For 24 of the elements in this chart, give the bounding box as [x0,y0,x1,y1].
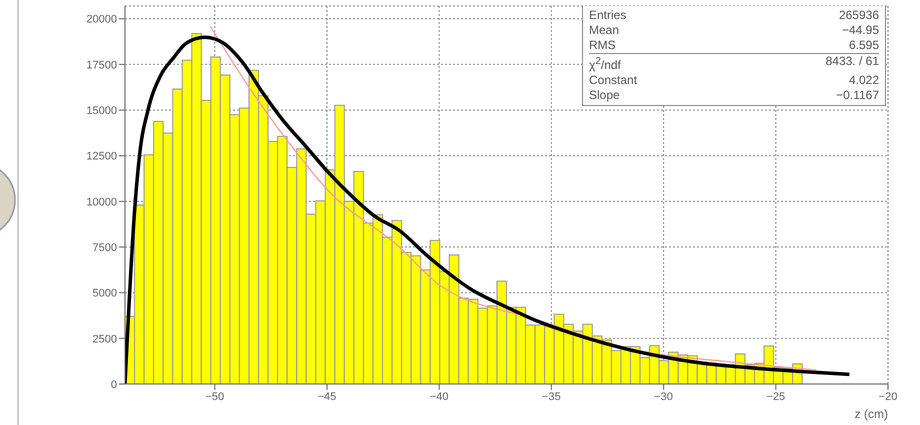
y-tick-label: 10000 [86,196,117,208]
text: Constant 4.022 [589,73,879,87]
text: RMS 6.595 [589,38,879,52]
y-tick-label: 20000 [86,14,117,26]
x-axis-title: z (cm) [854,407,888,421]
y-tick-label: 17500 [86,59,117,72]
x-tick-label: −35 [542,390,561,403]
y-tick-label: 12500 [86,150,117,163]
text: χ$^{2}$/ndf 8433. / 61 [589,54,879,72]
y-tick-label: 15000 [86,104,117,117]
x-tick-label: −45 [318,390,336,403]
x-tick-label: −25 [766,390,786,403]
text: Entries 265936 [589,8,879,22]
x-tick-label: −40 [430,390,449,403]
x-tick-label: −50 [205,390,224,403]
text: Mean −44.95 [589,23,879,37]
y-tick-label: 0 [110,378,117,391]
y-tick-label: 5000 [92,288,117,300]
text: Slope −0.1167 [589,88,879,102]
x-tick-label: −30 [654,390,673,403]
y-tick-label: 2500 [92,333,117,346]
y-tick-label: 7500 [92,242,117,254]
line-series [210,26,817,371]
x-tick-label: −20 [878,390,898,403]
